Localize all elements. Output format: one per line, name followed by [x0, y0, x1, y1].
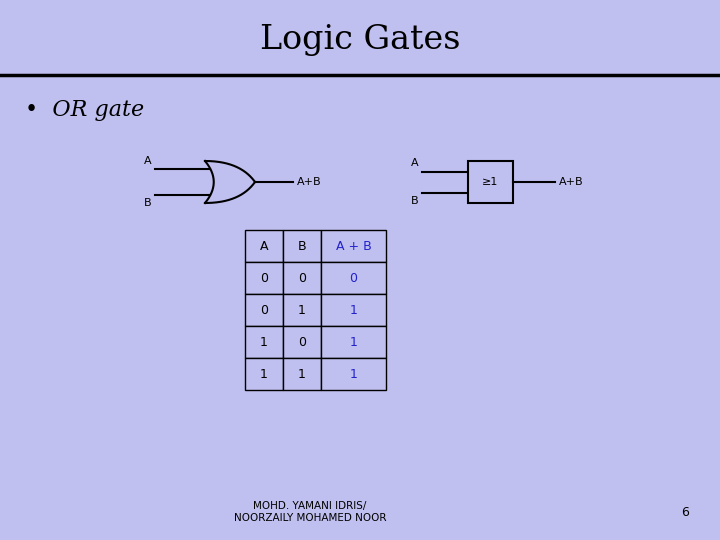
Bar [245, 262, 283, 294]
Text: A: A [411, 159, 419, 168]
Bar [245, 230, 283, 262]
Text: •  OR gate: • OR gate [25, 99, 144, 121]
Text: 1: 1 [260, 335, 268, 348]
Text: A+B: A+B [559, 177, 583, 187]
Text: 1: 1 [260, 368, 268, 381]
Text: ≥1: ≥1 [482, 177, 498, 187]
Bar [283, 262, 321, 294]
Text: 0: 0 [349, 272, 358, 285]
Text: 0: 0 [260, 272, 268, 285]
Text: B: B [144, 198, 152, 207]
Text: A + B: A + B [336, 240, 372, 253]
Bar [321, 294, 386, 326]
Bar [245, 326, 283, 358]
Bar [283, 358, 321, 390]
Text: A: A [260, 240, 269, 253]
Text: 1: 1 [350, 368, 357, 381]
Text: Logic Gates: Logic Gates [260, 24, 460, 56]
Bar [283, 294, 321, 326]
Text: B: B [411, 195, 419, 206]
Bar [245, 358, 283, 390]
Text: 0: 0 [298, 335, 306, 348]
Text: B: B [297, 240, 306, 253]
Text: 1: 1 [298, 303, 306, 316]
Text: 6: 6 [681, 505, 689, 518]
Text: MOHD. YAMANI IDRIS/
NOORZAILY MOHAMED NOOR: MOHD. YAMANI IDRIS/ NOORZAILY MOHAMED NO… [234, 501, 386, 523]
Bar [283, 326, 321, 358]
Text: 1: 1 [350, 335, 357, 348]
Bar [321, 230, 386, 262]
Text: 0: 0 [260, 303, 268, 316]
Bar [321, 358, 386, 390]
Text: 1: 1 [350, 303, 357, 316]
Bar [467, 161, 513, 203]
Bar [283, 230, 321, 262]
Text: A+B: A+B [297, 177, 322, 187]
Bar [245, 294, 283, 326]
Bar [321, 326, 386, 358]
Text: A: A [144, 157, 152, 166]
Text: 0: 0 [298, 272, 306, 285]
Bar [321, 262, 386, 294]
Text: 1: 1 [298, 368, 306, 381]
